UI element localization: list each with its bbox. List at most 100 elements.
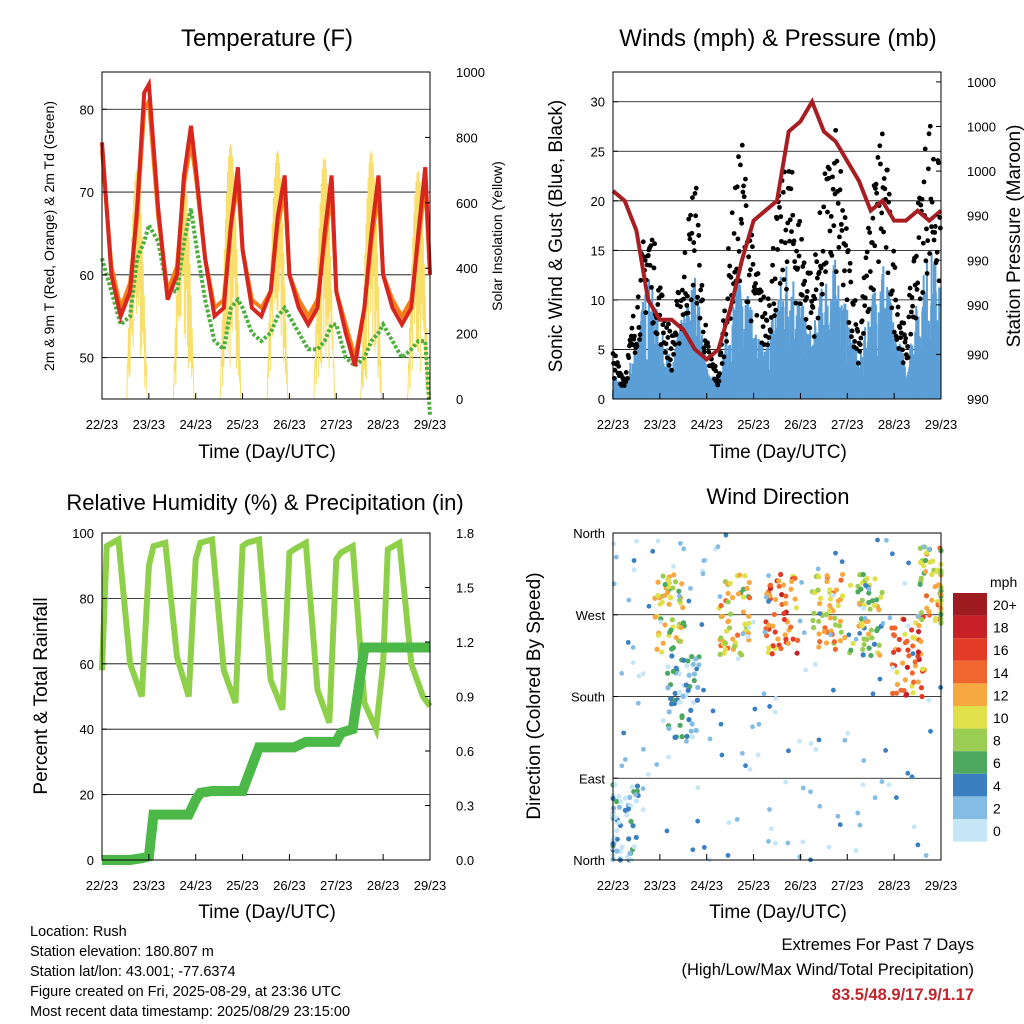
direction-point bbox=[619, 763, 625, 769]
direction-point bbox=[887, 615, 893, 621]
direction-point bbox=[832, 615, 838, 621]
wind-gust-point bbox=[907, 285, 913, 291]
wind-gust-point bbox=[784, 286, 789, 292]
wind-gust-point bbox=[890, 288, 895, 294]
direction-point bbox=[832, 646, 838, 652]
direction-point bbox=[800, 785, 806, 791]
direction-point bbox=[905, 647, 911, 653]
solar-insolation-day bbox=[125, 170, 148, 400]
direction-point bbox=[640, 807, 646, 813]
direction-point bbox=[719, 752, 725, 758]
direction-panel: Wind Direction 22/23 23/23 24/23 25/23 26/23… bbox=[524, 484, 1017, 923]
direction-point bbox=[839, 559, 845, 565]
direction-point bbox=[817, 803, 823, 809]
direction-point bbox=[903, 691, 910, 698]
direction-point bbox=[922, 568, 929, 575]
temperature-plot-frame bbox=[101, 71, 431, 400]
colorbar-label: 2 bbox=[993, 800, 1001, 816]
direction-xtick-label: 22/23 bbox=[597, 878, 630, 893]
wind-gust-point bbox=[925, 238, 931, 244]
wind-gust-point bbox=[693, 185, 699, 191]
info-elevation: Station elevation: 180.807 m bbox=[30, 944, 214, 960]
direction-point bbox=[727, 611, 734, 617]
humidity-left-tick-label: 100 bbox=[72, 526, 94, 541]
wind-gust-point bbox=[630, 313, 636, 319]
winds-left-tick-label: 0 bbox=[598, 392, 605, 407]
direction-point bbox=[912, 663, 919, 669]
wind-gust-point bbox=[755, 271, 761, 276]
wind-gust-point bbox=[774, 216, 780, 221]
direction-point bbox=[681, 546, 687, 552]
wind-gust-point bbox=[830, 174, 835, 180]
wind-gust-point bbox=[843, 226, 849, 232]
direction-point bbox=[692, 656, 699, 662]
direction-point bbox=[742, 573, 748, 579]
wind-gust-point bbox=[914, 287, 920, 292]
direction-point bbox=[616, 793, 622, 800]
direction-xtick-label: 25/23 bbox=[737, 878, 770, 893]
wind-gust-point bbox=[615, 360, 620, 365]
winds-right-tick-label: 990 bbox=[967, 392, 989, 407]
direction-point bbox=[833, 587, 840, 593]
humidity-xtick-label: 29/23 bbox=[414, 878, 447, 893]
direction-point bbox=[746, 613, 752, 619]
direction-point bbox=[886, 782, 892, 788]
direction-point bbox=[915, 842, 921, 848]
humidity-right-tick-label: 1.8 bbox=[456, 526, 474, 541]
direction-point bbox=[641, 746, 646, 752]
wind-gust-point bbox=[635, 294, 641, 300]
direction-point bbox=[773, 695, 779, 701]
direction-point bbox=[672, 701, 677, 707]
wind-gust-point bbox=[795, 265, 801, 271]
direction-point bbox=[781, 616, 788, 623]
wind-gust-point bbox=[843, 242, 849, 248]
humidity-ticks: 22/23 23/23 24/23 25/23 26/23 27/23 28/23 29/23… bbox=[72, 526, 474, 893]
humidity-right-tick-label: 0.6 bbox=[456, 744, 474, 759]
direction-point bbox=[775, 636, 781, 642]
colorbar-swatch bbox=[953, 819, 987, 842]
wind-gust-point bbox=[910, 303, 916, 309]
direction-point bbox=[679, 734, 685, 740]
wind-gust-point bbox=[621, 383, 627, 388]
direction-point bbox=[676, 588, 682, 594]
winds-xtick-label: 26/23 bbox=[784, 417, 817, 432]
direction-point bbox=[766, 573, 771, 579]
wind-gust-point bbox=[816, 269, 822, 275]
direction-point bbox=[923, 853, 929, 858]
direction-point bbox=[614, 848, 620, 854]
humidity-panel: Relative Humidity (%) & Precipitation (i… bbox=[31, 490, 474, 923]
wind-gust-point bbox=[849, 334, 854, 340]
direction-point bbox=[680, 604, 686, 611]
direction-point bbox=[876, 642, 882, 648]
direction-point bbox=[626, 836, 632, 842]
wind-gust-point bbox=[777, 204, 782, 210]
wind-gust-point bbox=[612, 367, 618, 373]
direction-left-tick-label: East bbox=[579, 771, 605, 786]
wind-gust-point bbox=[823, 260, 829, 266]
direction-xtick-label: 26/23 bbox=[784, 878, 817, 893]
wind-gust-point bbox=[713, 368, 719, 374]
winds-right-tick-label: 990 bbox=[967, 253, 989, 268]
direction-point bbox=[616, 819, 622, 825]
wind-gust-point bbox=[695, 294, 700, 300]
direction-point bbox=[685, 687, 691, 693]
direction-point bbox=[735, 656, 741, 662]
winds-right-tick-label: 1000 bbox=[967, 120, 996, 135]
wind-gust-point bbox=[845, 248, 851, 253]
direction-point bbox=[853, 848, 859, 853]
direction-point bbox=[726, 820, 732, 826]
extremes-values: 83.5/48.9/17.9/1.17 bbox=[831, 986, 974, 1004]
direction-point bbox=[619, 670, 625, 676]
direction-point bbox=[878, 594, 884, 600]
direction-point bbox=[890, 690, 896, 696]
colorbar-label: 16 bbox=[993, 642, 1009, 658]
winds-right-tick-label: 990 bbox=[967, 209, 989, 224]
direction-point bbox=[731, 644, 737, 650]
direction-point bbox=[618, 799, 624, 804]
direction-point bbox=[772, 596, 779, 603]
wind-gust-point bbox=[808, 270, 813, 276]
direction-point bbox=[688, 728, 694, 734]
wind-gust-point bbox=[929, 224, 934, 230]
wind-gust-point bbox=[676, 290, 681, 296]
direction-point bbox=[900, 660, 906, 666]
